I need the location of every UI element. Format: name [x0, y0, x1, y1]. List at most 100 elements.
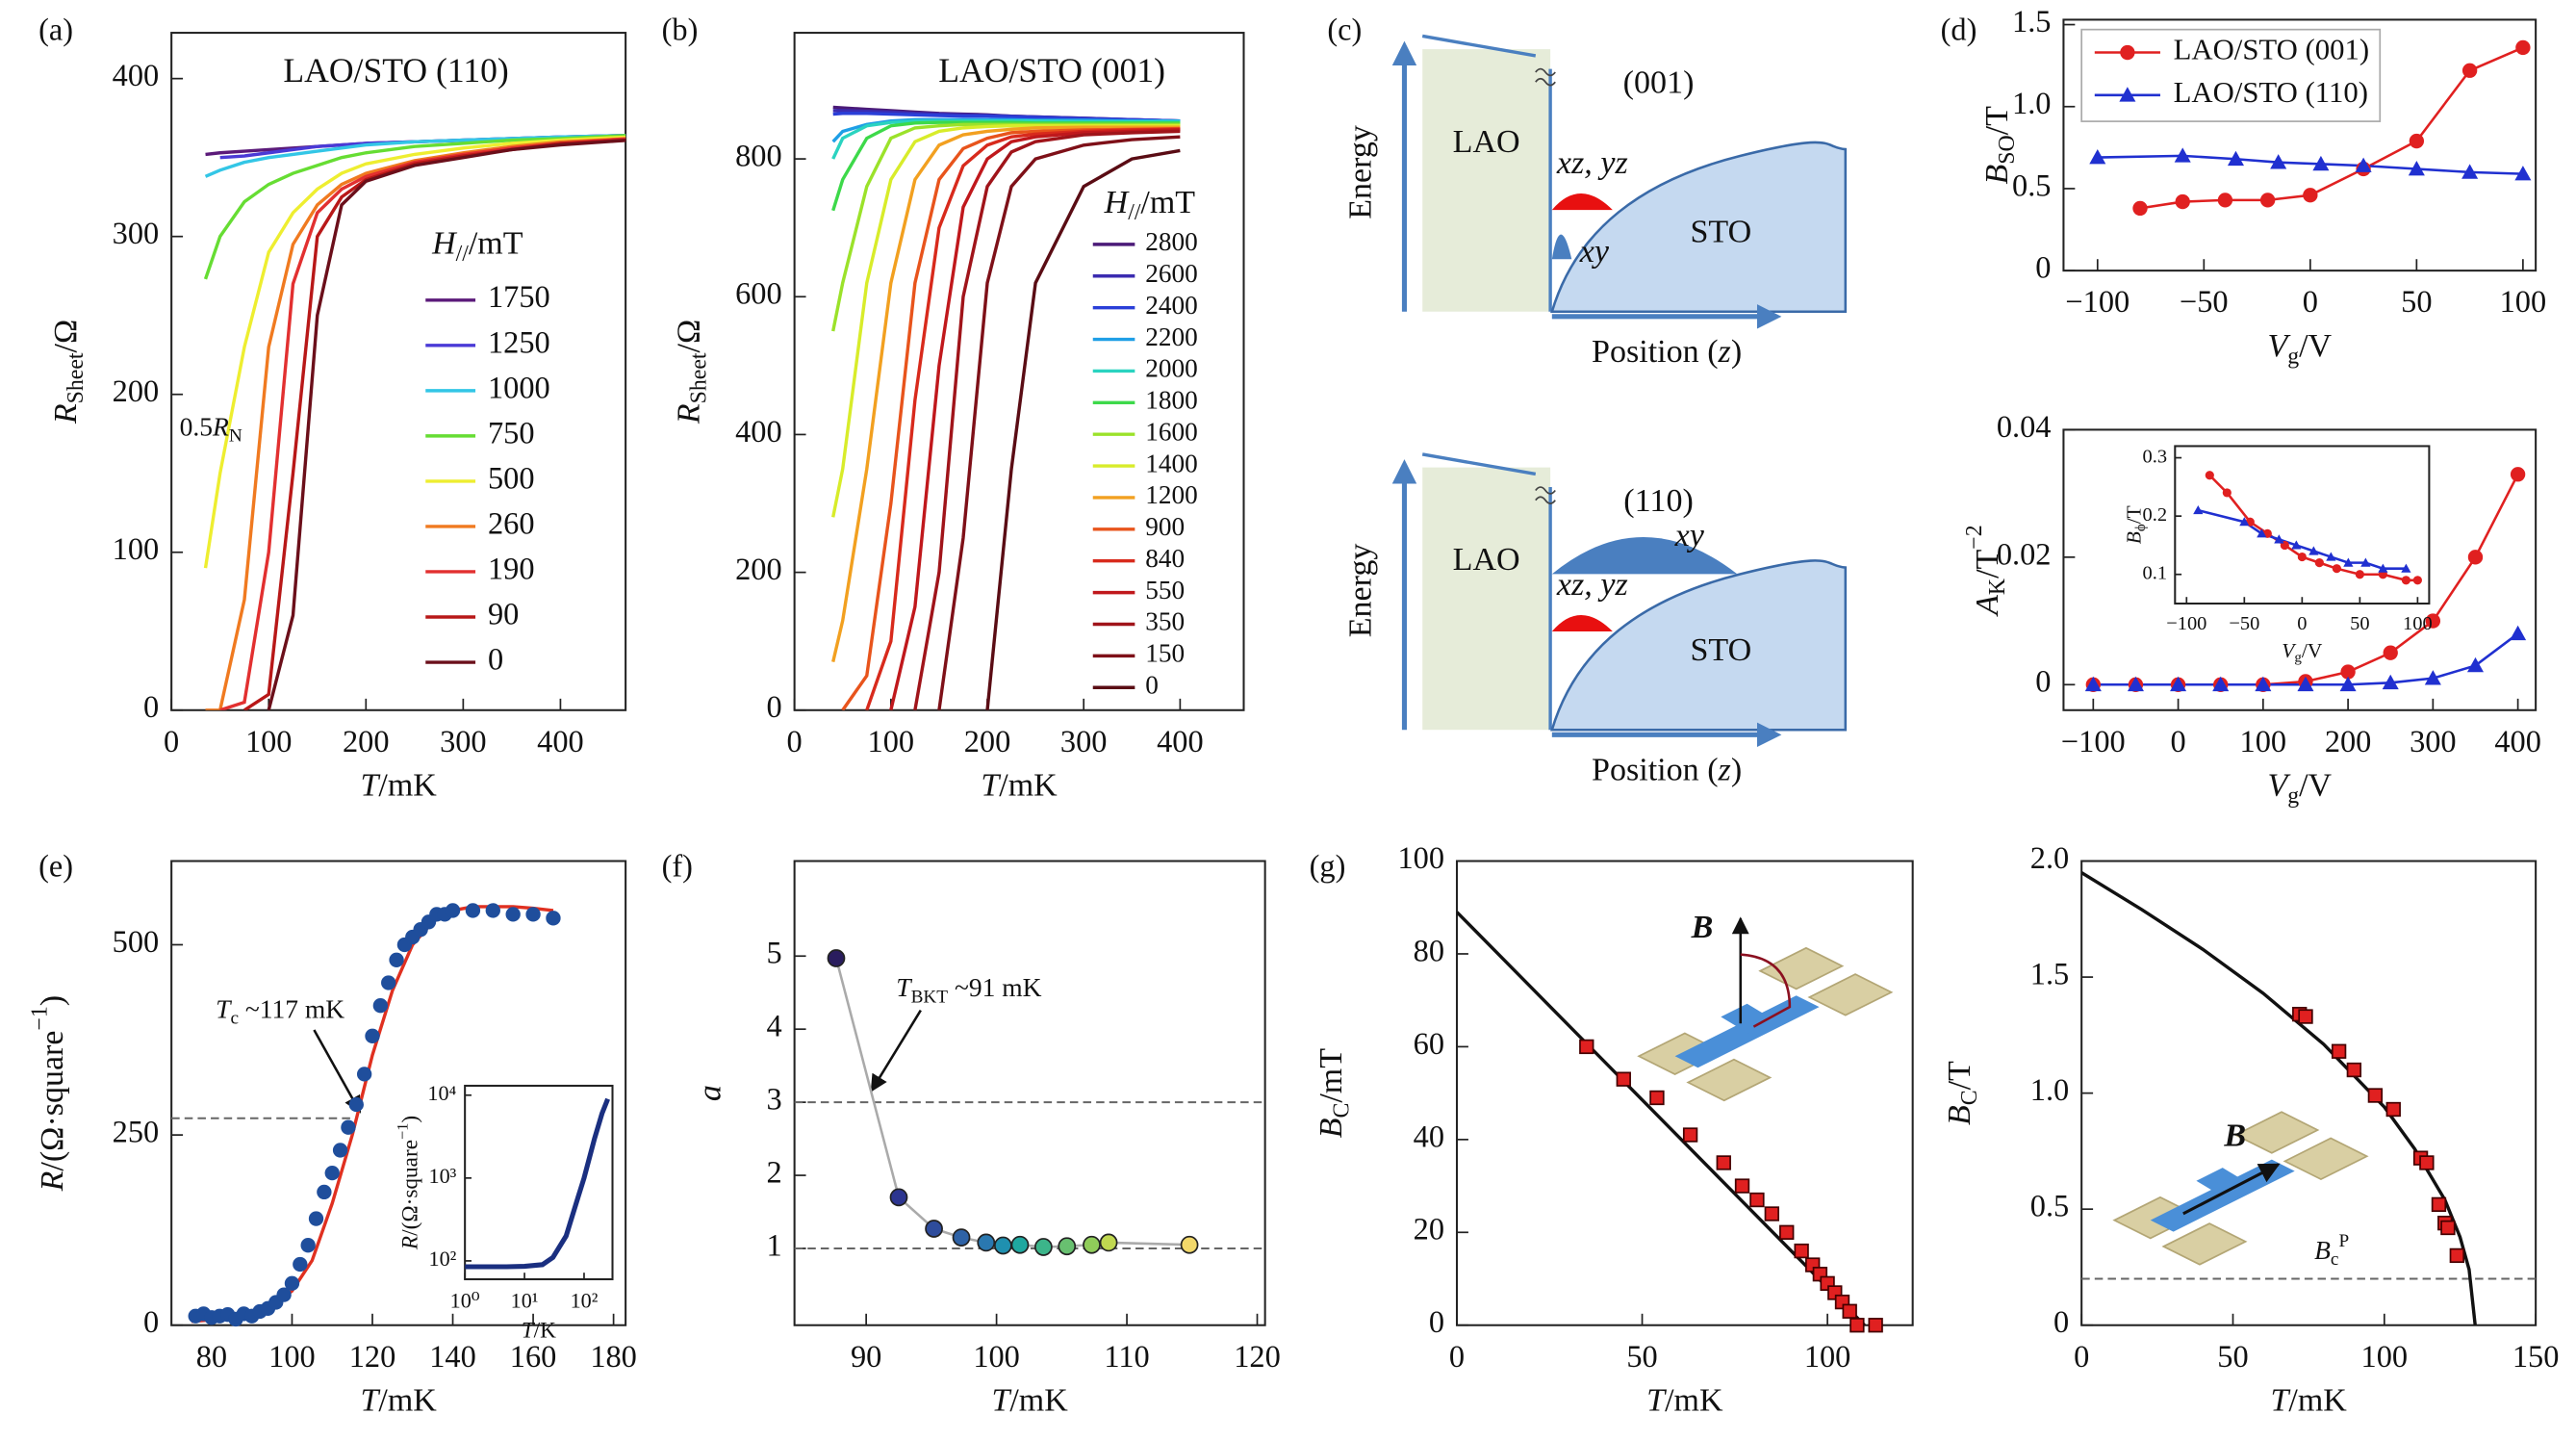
point	[1083, 1235, 1101, 1254]
point	[2331, 1043, 2347, 1059]
point	[2424, 670, 2441, 685]
plot-frame	[793, 860, 1266, 1326]
series-line	[203, 135, 626, 569]
x-tick-label: 400	[1157, 725, 1204, 759]
x-tick-label: 200	[343, 725, 390, 759]
x-axis-label: T/mK	[1646, 1382, 1723, 1418]
sto-band	[1550, 559, 1848, 732]
label-part: )	[398, 1116, 423, 1123]
x-tick-label: 10¹	[511, 1288, 539, 1312]
label-part: −1	[28, 1006, 53, 1030]
label-part: /T	[1979, 106, 2015, 135]
panel: −100 −50 0 50 100 0.1 0.2 0.3 Vg/V Bϕ/T	[2122, 445, 2433, 666]
legend-entry: 750	[488, 416, 535, 450]
x-tick-label: 100	[2403, 613, 2433, 634]
point	[2270, 154, 2287, 169]
region-label: LAO	[1453, 542, 1520, 578]
label-part: A	[1970, 595, 2005, 617]
point	[1010, 1235, 1030, 1254]
point	[2409, 133, 2425, 149]
point	[2170, 676, 2187, 692]
point	[1180, 1235, 1199, 1254]
label-part: g	[2294, 651, 2302, 666]
label-part: xz, yz	[1556, 145, 1628, 181]
band-label: xz, yz	[1556, 567, 1628, 603]
x-tick-label: 0	[164, 725, 179, 759]
x-tick-label: 50	[2401, 285, 2432, 320]
x-tick-label: 90	[851, 1340, 881, 1375]
x-tick-label: 10²	[571, 1288, 599, 1312]
panel-label: (b)	[662, 13, 699, 47]
legend-entry: 260	[488, 506, 535, 541]
x-tick-label: −100	[2166, 613, 2206, 634]
point	[2510, 467, 2526, 482]
label-part: g	[2287, 784, 2299, 809]
band-label: xz, yz	[1556, 145, 1628, 181]
point	[465, 903, 481, 918]
plot-frame	[2062, 428, 2538, 711]
point	[293, 1256, 308, 1273]
point	[1649, 1090, 1665, 1106]
panel: 10⁰ 10¹ 10² 10² 10³ 10⁴ T/K R/(Ω·square−1)	[393, 1081, 614, 1344]
break-mark	[1535, 67, 1556, 87]
x-tick-label: 400	[537, 725, 584, 759]
x-axis-label: Vg/V	[2267, 768, 2332, 810]
y-tick-label: 80	[1414, 934, 1444, 968]
label-part: ϕ	[2133, 524, 2149, 531]
point	[2461, 164, 2479, 179]
x-axis-label: T/mK	[981, 768, 1058, 804]
point	[324, 1165, 340, 1181]
panel-label: (a)	[38, 13, 73, 47]
x-tick-label: 200	[964, 725, 1011, 759]
y-tick-label: 0.3	[2143, 446, 2168, 467]
label-part: C	[1330, 1103, 1355, 1119]
y-tick-label: 0.5	[2012, 168, 2051, 203]
break-mark	[1535, 486, 1556, 504]
plot-frame	[170, 860, 627, 1326]
point	[2222, 488, 2232, 498]
label-part: R	[212, 412, 229, 442]
legend-entry: 900	[1145, 512, 1185, 541]
x-tick-label: 80	[196, 1340, 227, 1375]
x-tick-label: 200	[2325, 725, 2372, 759]
y-tick-label: 400	[735, 415, 782, 450]
series-group	[203, 134, 626, 710]
orientation-label: (001)	[1623, 64, 1695, 100]
inset-background	[465, 1085, 613, 1280]
point	[2303, 188, 2318, 203]
point	[2259, 193, 2276, 208]
y-tick-label: 10³	[429, 1164, 457, 1188]
point	[1579, 1039, 1594, 1055]
y-tick-label: 0.04	[1997, 410, 2052, 445]
point	[1794, 1243, 1809, 1259]
panel: 0 100 200 300 400 0 200 400 600 800 T/mK RSheet/Ω LA…	[662, 13, 1245, 804]
point	[2089, 149, 2106, 165]
legend-entry: 1600	[1145, 417, 1198, 446]
y-tick-label: 200	[735, 553, 782, 587]
band-lobe	[1551, 614, 1613, 631]
label-part: /Ω	[671, 320, 706, 353]
y-tick-label: 200	[113, 374, 160, 409]
y-tick-label: 800	[735, 140, 782, 174]
point	[2297, 552, 2307, 562]
point	[827, 949, 846, 967]
point	[276, 1287, 292, 1302]
x-tick-label: 50	[1626, 1340, 1657, 1375]
x-tick-label: 100	[973, 1340, 1020, 1375]
label-part: ~117 mK	[239, 994, 344, 1024]
legend-title: H///mT	[1104, 185, 1196, 226]
x-tick-label: 10⁰	[450, 1288, 480, 1312]
panel-label: (d)	[1941, 13, 1977, 47]
x-tick-label: 0	[787, 725, 803, 759]
band-lobe	[1551, 537, 1738, 575]
series-line	[937, 135, 1181, 710]
x-tick-label: 0	[1449, 1340, 1465, 1375]
y-tick-label: 0	[1429, 1305, 1444, 1340]
y-axis-label: R/(Ω·square−1)	[28, 995, 70, 1192]
legend-entry: 190	[488, 552, 535, 586]
label-part: −2	[1963, 525, 1988, 549]
x-tick-label: 50	[2217, 1340, 2248, 1375]
y-tick-label: 0	[143, 1305, 159, 1340]
legend-entry: 2400	[1145, 291, 1198, 320]
